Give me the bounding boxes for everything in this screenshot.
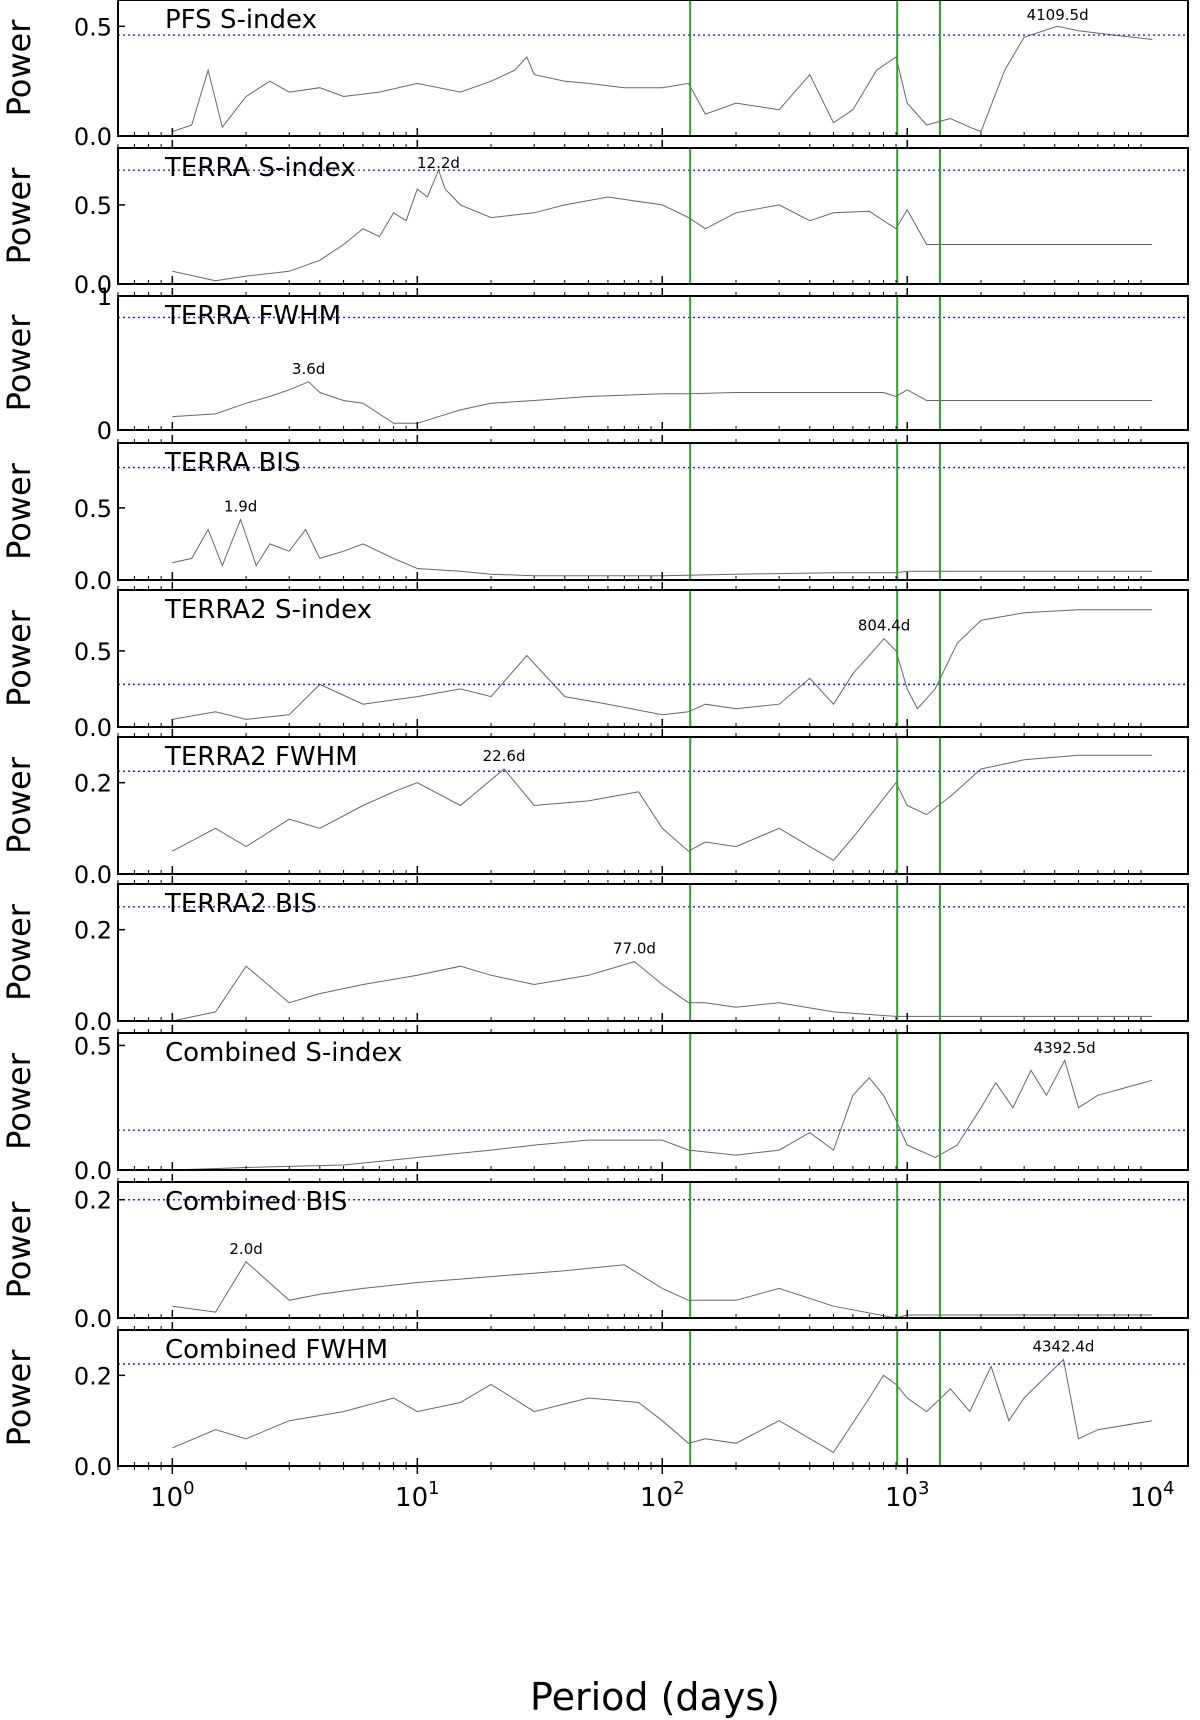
y-tick-label: 0.0 [74, 714, 112, 742]
y-tick-label: 0.5 [74, 1032, 112, 1060]
y-tick-label: 0.0 [74, 1305, 112, 1333]
power-series-line [172, 1358, 1153, 1454]
y-tick-label: 0.0 [74, 1008, 112, 1036]
power-series-line [172, 381, 1153, 424]
panel-frame [117, 147, 1189, 285]
power-series-line [172, 754, 1153, 861]
y-tick-label: 0 [97, 417, 112, 445]
x-tick-exponent: 1 [428, 1478, 439, 1499]
y-tick-label: 0.0 [74, 271, 112, 299]
panel-8: 0.0 0.5 Power Combined S-index 4392.5d [0, 1025, 1189, 1185]
y-axis-label: Power [0, 1052, 38, 1150]
x-tick-exponent: 3 [918, 1478, 929, 1499]
x-tick-label: 104 [1130, 1478, 1175, 1513]
peak-annotation: 22.6d [483, 747, 526, 765]
power-series-line [172, 1059, 1153, 1170]
x-axis: 100 101 102 103 104 [117, 1466, 1175, 1513]
peak-annotation: 2.0d [229, 1240, 262, 1258]
power-series-line [172, 168, 1153, 282]
y-tick-label: 0.0 [74, 861, 112, 889]
power-series-line [172, 609, 1153, 720]
panel-title: Combined FWHM [165, 1335, 388, 1365]
panel-10: 0.0 0.2 Power Combined FWHM 4342.4d [0, 1322, 1189, 1481]
y-axis-label: Power [0, 756, 38, 854]
power-series-line [172, 1261, 1153, 1318]
x-tick-exponent: 4 [1163, 1478, 1174, 1499]
y-axis-label: Power [0, 314, 38, 412]
power-series-line [172, 961, 1153, 1021]
peak-annotation: 12.2d [417, 154, 460, 172]
panel-5: 0.0 0.5 Power TERRA2 S-index 804.4d [0, 582, 1189, 742]
panel-title: TERRA2 FWHM [164, 742, 358, 772]
peak-annotation: 4109.5d [1027, 6, 1089, 24]
y-tick-label: 0.2 [74, 1187, 112, 1215]
y-axis-label: Power [0, 1349, 38, 1447]
panel-frame [117, 1181, 1189, 1319]
y-axis-label: Power [0, 903, 38, 1001]
panel-4: 0.0 0.5 Power TERRA BIS 1.9d [0, 435, 1189, 595]
panel-frame [117, 0, 1189, 137]
y-tick-label: 0.5 [74, 495, 112, 523]
y-tick-label: 0.2 [74, 1362, 112, 1390]
panel-title: TERRA2 S-index [164, 595, 372, 625]
panel-1: 0.0 0.5 Power PFS S-index 4109.5d [0, 0, 1189, 151]
panel-title: TERRA FWHM [164, 301, 341, 331]
peak-annotation: 4342.4d [1032, 1337, 1094, 1355]
peak-annotation: 3.6d [292, 360, 325, 378]
y-tick-label: 0.0 [74, 1453, 112, 1481]
x-tick-base: 10 [150, 1483, 183, 1513]
x-tick-exponent: 0 [183, 1478, 194, 1499]
power-series-line [172, 25, 1153, 133]
panel-frame [117, 295, 1189, 431]
panel-title: TERRA S-index [164, 153, 355, 183]
y-tick-label: 0.2 [74, 917, 112, 945]
y-tick-label: 0.2 [74, 770, 112, 798]
x-tick-base: 10 [885, 1483, 918, 1513]
panel-frame [117, 589, 1189, 728]
panel-6: 0.0 0.2 Power TERRA2 FWHM 22.6d [0, 729, 1189, 889]
panel-title: TERRA2 BIS [164, 889, 317, 919]
x-tick-base: 10 [640, 1483, 673, 1513]
x-tick-exponent: 2 [673, 1478, 684, 1499]
y-tick-label: 0.5 [74, 192, 112, 220]
panel-title: Combined BIS [165, 1187, 347, 1217]
y-axis-label: Power [0, 1201, 38, 1299]
x-tick-label: 100 [150, 1478, 195, 1513]
panel-frame [117, 442, 1189, 581]
panel-frame [117, 1032, 1189, 1171]
y-axis-label: Power [0, 609, 38, 707]
x-tick-base: 10 [1130, 1483, 1163, 1513]
x-axis-label: Period (days) [530, 1675, 780, 1719]
x-tick-label: 102 [640, 1478, 685, 1513]
panel-7: 0.0 0.2 Power TERRA2 BIS 77.0d [0, 876, 1189, 1036]
y-axis-label: Power [0, 462, 38, 560]
y-tick-label: 1 [97, 283, 112, 311]
y-tick-label: 0.0 [74, 123, 112, 151]
panel-3: 0 1 Power TERRA FWHM 3.6d [0, 283, 1189, 445]
y-tick-label: 0.0 [74, 567, 112, 595]
panel-9: 0.0 0.2 Power Combined BIS 2.0d [0, 1174, 1189, 1333]
y-tick-label: 0.0 [74, 1157, 112, 1185]
y-axis-label: Power [0, 167, 38, 265]
panel-frame [117, 883, 1189, 1022]
peak-annotation: 804.4d [858, 617, 910, 635]
peak-annotation: 4392.5d [1034, 1039, 1096, 1057]
y-tick-label: 0.5 [74, 13, 112, 41]
y-axis-label: Power [0, 19, 38, 117]
x-tick-label: 103 [885, 1478, 930, 1513]
panel-title: PFS S-index [165, 5, 317, 35]
x-tick-base: 10 [395, 1483, 428, 1513]
peak-annotation: 77.0d [613, 940, 656, 958]
y-tick-label: 0.5 [74, 638, 112, 666]
panel-2: 0.0 0.5 Power TERRA S-index 12.2d [0, 140, 1189, 299]
panel-title: TERRA BIS [164, 448, 300, 478]
panel-frame [117, 736, 1189, 875]
panel-title: Combined S-index [165, 1038, 402, 1068]
power-series-line [172, 517, 1153, 577]
x-tick-label: 101 [395, 1478, 440, 1513]
panel-frame [117, 1329, 1189, 1467]
peak-annotation: 1.9d [224, 497, 257, 515]
